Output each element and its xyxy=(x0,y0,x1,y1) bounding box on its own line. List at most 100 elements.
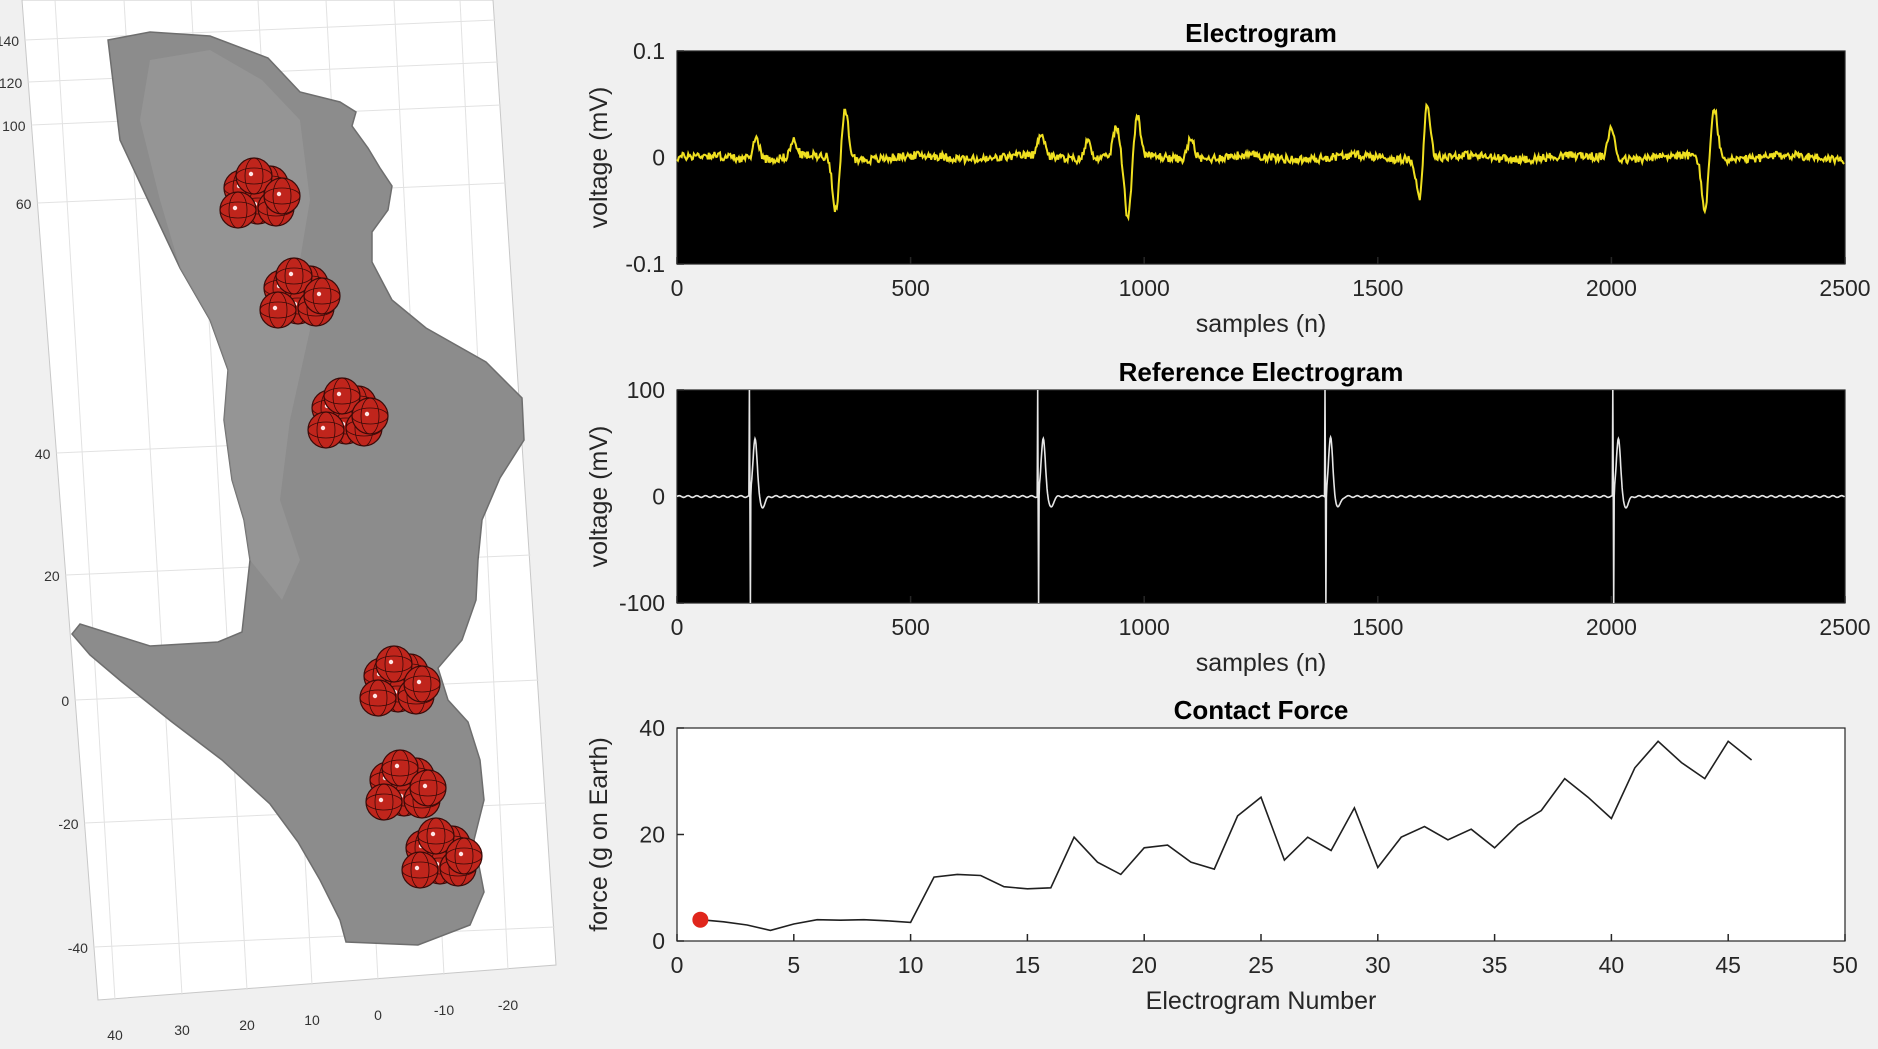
contact-force-point[interactable] xyxy=(1072,835,1077,840)
electrode-highlight xyxy=(273,306,277,310)
electrode-sphere xyxy=(410,770,446,806)
x-tick-label: 2000 xyxy=(1586,614,1637,640)
y-tick-label: 100 xyxy=(627,377,665,403)
x-tick-label: 2000 xyxy=(1586,275,1637,301)
contact-force-point[interactable] xyxy=(1539,808,1544,813)
current-electrogram-marker[interactable] xyxy=(692,912,708,928)
electrode-sphere xyxy=(446,838,482,874)
electrode-sphere xyxy=(308,412,344,448)
contact-force-point[interactable] xyxy=(1679,760,1684,765)
x-tick-label: 30 xyxy=(1365,952,1391,978)
y3d-tick-label: -40 xyxy=(68,940,88,956)
contact-force-point[interactable] xyxy=(1609,816,1614,821)
x3d-tick-label: 40 xyxy=(107,1027,123,1043)
contact-force-point[interactable] xyxy=(1726,739,1731,744)
contact-force-point[interactable] xyxy=(1048,885,1053,890)
contact-force-point[interactable] xyxy=(955,872,960,877)
x3d-tick-label: -10 xyxy=(434,1002,454,1018)
contact-force-point[interactable] xyxy=(908,920,913,925)
y3d-tick-label: 40 xyxy=(35,446,51,462)
contact-force-point[interactable] xyxy=(1118,872,1123,877)
electrode-highlight xyxy=(415,866,419,870)
contact-force-point[interactable] xyxy=(1422,824,1427,829)
contact-force-point[interactable] xyxy=(885,918,890,923)
contact-force-point[interactable] xyxy=(978,873,983,878)
contact-force-point[interactable] xyxy=(1259,795,1264,800)
electrode-sphere xyxy=(366,784,402,820)
y-tick-label: 0 xyxy=(652,145,665,171)
contact-force-point[interactable] xyxy=(838,918,843,923)
contact-force-point[interactable] xyxy=(1142,845,1147,850)
contact-force-point[interactable] xyxy=(1025,886,1030,891)
contact-force-point[interactable] xyxy=(791,921,796,926)
x-tick-label: 2500 xyxy=(1819,275,1870,301)
y3d-tick-label: 100 xyxy=(2,118,26,134)
contact-force-point[interactable] xyxy=(1375,865,1380,870)
contact-force-point[interactable] xyxy=(1329,848,1334,853)
plot-area xyxy=(677,728,1845,941)
contact-force-point[interactable] xyxy=(1352,805,1357,810)
x3d-tick-label: 30 xyxy=(174,1022,190,1038)
x-axis-label: Electrogram Number xyxy=(1146,987,1377,1015)
contact-force-point[interactable] xyxy=(1235,813,1240,818)
contact-force-point[interactable] xyxy=(745,923,750,928)
y3d-tick-label: 0 xyxy=(61,693,69,709)
electrode-sphere xyxy=(404,666,440,702)
y-axis-label: force (g on Earth) xyxy=(585,737,613,932)
y3d-tick-label: 120 xyxy=(0,75,22,91)
contact-force-point[interactable] xyxy=(1469,827,1474,832)
contact-force-point[interactable] xyxy=(1702,776,1707,781)
contact-force-point[interactable] xyxy=(1165,843,1170,848)
y3d-tick-label: -20 xyxy=(58,816,78,832)
contact-force-point[interactable] xyxy=(1515,822,1520,827)
contact-force-point[interactable] xyxy=(1188,860,1193,865)
electrode-highlight xyxy=(337,392,341,396)
x-tick-label: 500 xyxy=(891,614,929,640)
contact-force-point[interactable] xyxy=(1095,860,1100,865)
contact-force-point[interactable] xyxy=(1445,837,1450,842)
electrode-highlight xyxy=(277,192,281,196)
electrode-sphere xyxy=(304,278,340,314)
y3d-tick-label: 140 xyxy=(0,33,19,49)
contact-force-point[interactable] xyxy=(1749,757,1754,762)
contact-force-point[interactable] xyxy=(1656,739,1661,744)
contact-force-point[interactable] xyxy=(1002,884,1007,889)
chart-title: Contact Force xyxy=(1174,695,1349,725)
y-tick-label: 0.1 xyxy=(633,38,665,64)
contact-force-point[interactable] xyxy=(931,875,936,880)
y3d-tick-label: 60 xyxy=(16,196,32,212)
contact-force-point[interactable] xyxy=(1305,835,1310,840)
x-tick-label: 25 xyxy=(1248,952,1274,978)
x-tick-label: 40 xyxy=(1599,952,1625,978)
x-tick-label: 35 xyxy=(1482,952,1508,978)
x-tick-label: 1000 xyxy=(1119,614,1170,640)
x-tick-label: 10 xyxy=(898,952,924,978)
electrode-highlight xyxy=(431,832,435,836)
contact-force-point[interactable] xyxy=(1212,867,1217,872)
contact-force-point[interactable] xyxy=(721,919,726,924)
contact-force-point[interactable] xyxy=(1282,858,1287,863)
x-tick-label: 2500 xyxy=(1819,614,1870,640)
contact-force-point[interactable] xyxy=(815,917,820,922)
contact-force-point[interactable] xyxy=(1492,845,1497,850)
electrode-highlight xyxy=(459,852,463,856)
x3d-tick-label: 20 xyxy=(239,1017,255,1033)
electrode-highlight xyxy=(365,412,369,416)
contact-force-point[interactable] xyxy=(1586,795,1591,800)
contact-force-point[interactable] xyxy=(1399,835,1404,840)
contact-force-point[interactable] xyxy=(1632,765,1637,770)
electrode-sphere xyxy=(264,178,300,214)
contact-force-point[interactable] xyxy=(1562,776,1567,781)
electrode-highlight xyxy=(389,660,393,664)
contact-force-point[interactable] xyxy=(861,917,866,922)
contact-force-point[interactable] xyxy=(768,928,773,933)
x3d-tick-label: -20 xyxy=(498,997,518,1013)
x-axis-label: samples (n) xyxy=(1196,649,1327,677)
x-tick-label: 500 xyxy=(891,275,929,301)
x-axis-label: samples (n) xyxy=(1196,310,1327,338)
x-tick-label: 0 xyxy=(671,614,684,640)
